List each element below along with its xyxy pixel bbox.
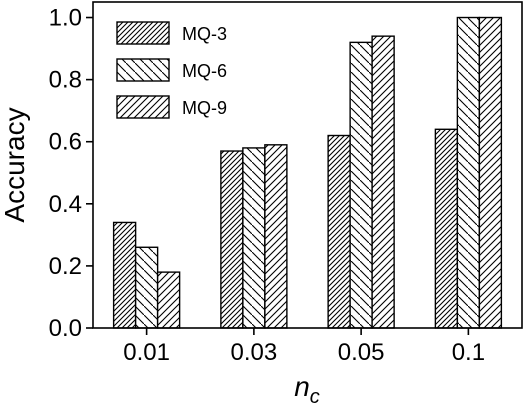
x-tick-label: 0.1	[452, 339, 485, 366]
x-axis-ticks: 0.01 0.03 0.05 0.1	[123, 328, 485, 366]
x-axis-title-main: n	[294, 371, 310, 402]
y-axis-title: Accuracy	[0, 107, 30, 222]
bars-layer	[112, 16, 503, 329]
bar-mq-3-0.01	[112, 221, 137, 329]
x-tick-label: 0.05	[338, 339, 385, 366]
x-tick-label: 0.03	[231, 339, 278, 366]
x-axis-title: nc	[294, 371, 320, 405]
bar-mq-3-0.05	[327, 134, 351, 329]
bar-mq-6-0.03	[242, 147, 266, 329]
y-tick-label: 0.2	[49, 253, 82, 280]
bar-mq-6-0.05	[349, 41, 373, 329]
bar-mq-6-0.1	[456, 16, 481, 329]
bar-mq-9-0.01	[156, 271, 181, 329]
x-tick-label: 0.01	[123, 339, 170, 366]
bar-mq-6-0.01	[134, 246, 159, 329]
y-axis-ticks: 0.0 0.2 0.4 0.6 0.8 1.0	[49, 5, 93, 342]
x-axis-title-subscript: c	[310, 386, 320, 405]
legend-label-mq-3: MQ-3	[182, 24, 227, 44]
legend-swatch-mq-3	[116, 21, 170, 45]
bar-mq-3-0.1	[434, 128, 459, 329]
legend-label-mq-6: MQ-6	[182, 61, 227, 81]
bar-mq-9-0.1	[478, 16, 503, 329]
bar-mq-9-0.03	[264, 144, 288, 329]
y-tick-label: 0.6	[49, 129, 82, 156]
y-tick-label: 1.0	[49, 5, 82, 32]
legend-swatch-mq-9	[116, 95, 170, 119]
legend-swatch-mq-6	[116, 58, 170, 82]
y-tick-label: 0.0	[49, 315, 82, 342]
legend: MQ-3 MQ-6 MQ-9	[116, 21, 227, 119]
bar-mq-9-0.05	[371, 35, 395, 329]
y-tick-label: 0.8	[49, 67, 82, 94]
plot-frame	[92, 1, 523, 329]
y-tick-label: 0.4	[49, 191, 82, 218]
bar-mq-3-0.03	[220, 150, 244, 329]
legend-label-mq-9: MQ-9	[182, 98, 227, 118]
